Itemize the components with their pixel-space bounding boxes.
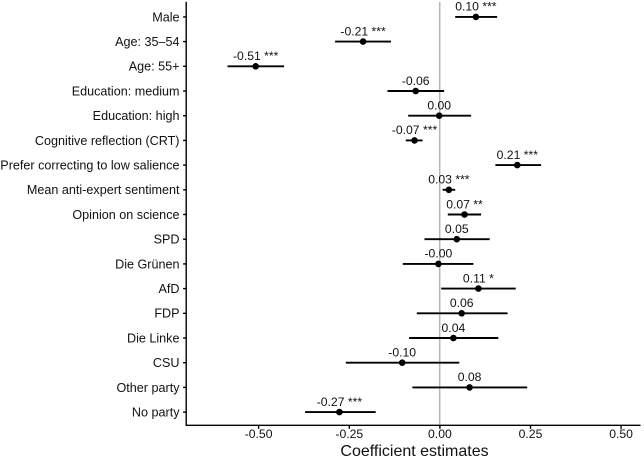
svg-text:Cognitive reflection (CRT): Cognitive reflection (CRT) — [35, 134, 180, 148]
svg-text:Coefficient estimates: Coefficient estimates — [340, 443, 488, 460]
svg-text:Mean anti-expert sentiment: Mean anti-expert sentiment — [27, 183, 180, 197]
svg-text:Prefer correcting to low salie: Prefer correcting to low salience — [0, 159, 179, 173]
svg-text:-0.50: -0.50 — [245, 427, 273, 441]
svg-text:0.07 **: 0.07 ** — [446, 197, 483, 211]
svg-text:Opinion on science: Opinion on science — [72, 208, 179, 222]
svg-text:Male: Male — [152, 10, 179, 24]
svg-text:-0.00: -0.00 — [425, 247, 453, 261]
svg-text:-0.51 ***: -0.51 *** — [233, 49, 279, 63]
svg-text:Education: medium: Education: medium — [72, 84, 180, 98]
svg-text:0.08: 0.08 — [458, 370, 482, 384]
svg-text:0.03 ***: 0.03 *** — [428, 173, 470, 187]
svg-text:Die Grünen: Die Grünen — [115, 257, 179, 271]
svg-text:0.10 ***: 0.10 *** — [455, 0, 497, 14]
svg-text:-0.25: -0.25 — [335, 427, 363, 441]
svg-text:SPD: SPD — [154, 233, 180, 247]
svg-text:0.00: 0.00 — [428, 427, 452, 441]
svg-text:No party: No party — [132, 406, 180, 420]
svg-text:Education: high: Education: high — [93, 109, 180, 123]
svg-text:-0.10: -0.10 — [388, 346, 416, 360]
svg-text:0.04: 0.04 — [442, 321, 466, 335]
svg-text:0.21 ***: 0.21 *** — [497, 148, 539, 162]
svg-text:0.00: 0.00 — [427, 99, 451, 113]
svg-text:0.06: 0.06 — [450, 296, 474, 310]
svg-text:CSU: CSU — [153, 356, 180, 370]
svg-text:-0.21 ***: -0.21 *** — [340, 24, 386, 38]
svg-text:-0.27 ***: -0.27 *** — [317, 395, 363, 409]
svg-text:Age: 55+: Age: 55+ — [129, 60, 180, 74]
svg-text:AfD: AfD — [159, 282, 180, 296]
svg-text:Other party: Other party — [117, 381, 181, 395]
svg-text:-0.06: -0.06 — [402, 74, 430, 88]
svg-text:0.11 *: 0.11 * — [463, 271, 494, 285]
svg-text:0.25: 0.25 — [519, 427, 543, 441]
svg-text:0.05: 0.05 — [445, 222, 469, 236]
svg-text:FDP: FDP — [154, 307, 179, 321]
svg-text:Age: 35–54: Age: 35–54 — [115, 35, 179, 49]
svg-text:Die Linke: Die Linke — [127, 331, 180, 345]
svg-text:0.50: 0.50 — [609, 427, 633, 441]
svg-text:-0.07 ***: -0.07 *** — [392, 123, 438, 137]
